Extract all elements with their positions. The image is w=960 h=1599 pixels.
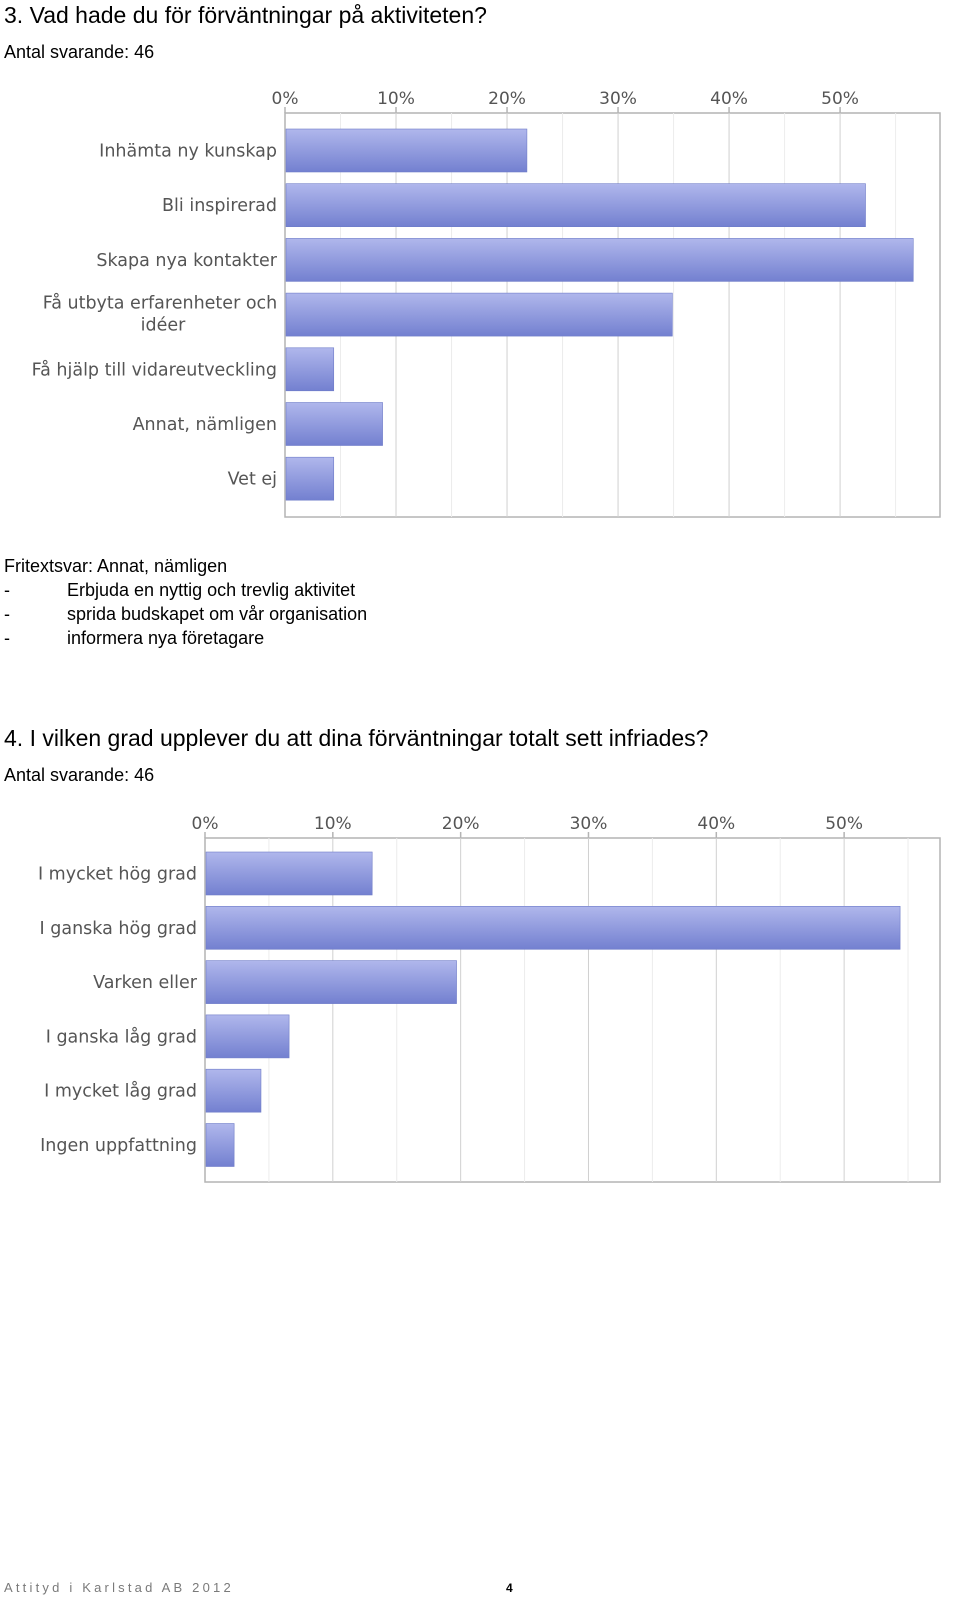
category-label: Ingen uppfattning (40, 1136, 197, 1156)
bar (285, 347, 335, 392)
free-text-heading: Fritextsvar: Annat, nämligen (4, 556, 228, 576)
bar (285, 456, 335, 501)
list-dash: - (4, 580, 10, 600)
plot-area (204, 837, 941, 1183)
bar (205, 1123, 235, 1167)
question-4-respondents: Antal svarande: 46 (4, 765, 155, 785)
question-3-title: 3. Vad hade du för förväntningar på akti… (4, 2, 487, 28)
list-dash: - (4, 604, 10, 624)
bar (205, 1068, 262, 1113)
tick-label: 50% (821, 89, 859, 109)
free-text-item: - sprida budskapet om vår organisation (4, 602, 367, 626)
page-number: 4 (506, 1581, 513, 1595)
category-label: Inhämta ny kunskap (99, 142, 277, 162)
category-label: Skapa nya kontakter (96, 251, 277, 271)
category-label: Få hjälp till vidareutveckling (32, 359, 277, 380)
tick-label: 20% (488, 89, 526, 109)
tick-label: 40% (710, 89, 748, 109)
category-label: Få utbyta erfarenheter och idéer (43, 293, 278, 336)
question-4-title: 4. I vilken grad upplever du att dina fö… (4, 725, 709, 751)
tick-label: 30% (599, 89, 637, 109)
bar (285, 238, 914, 282)
free-text-item-text: sprida budskapet om vår organisation (67, 604, 368, 624)
tick-label: 40% (697, 814, 735, 834)
free-text-item: - informera nya företagare (4, 626, 264, 650)
category-label: I ganska låg grad (46, 1026, 197, 1047)
bar (205, 960, 457, 1004)
category-label: Bli inspirerad (162, 196, 277, 216)
category-label: I mycket låg grad (44, 1081, 197, 1102)
category-label: I mycket hög grad (38, 865, 197, 885)
bar (205, 1014, 290, 1059)
category-label: I ganska hög grad (40, 919, 197, 939)
tick-label: 0% (272, 89, 299, 109)
bar (285, 128, 528, 173)
tick-label: 0% (192, 814, 219, 834)
tick-label: 10% (377, 89, 415, 109)
tick-label: 10% (314, 814, 352, 834)
tick-label: 30% (570, 814, 608, 834)
category-label: Vet ej (228, 470, 277, 490)
chart-fulfillment: 0% 10% 20% 30% 40% 50% I mycket hög grad I gans… (0, 805, 960, 1190)
bar (205, 906, 901, 950)
free-text-answers: Fritextsvar: Annat, nämligen - Erbjuda e… (4, 554, 367, 650)
free-text-item-text: Erbjuda en nyttig och trevlig aktivitet (67, 580, 356, 600)
bar (285, 402, 383, 446)
tick-label: 20% (442, 814, 480, 834)
category-label: Varken eller (93, 973, 198, 993)
category-label: Annat, nämligen (133, 415, 277, 435)
footer-company: Attityd i Karlstad AB 2012 (4, 1580, 234, 1595)
chart-expectations: 0% 10% 20% 30% 40% 50% Inhämta ny kunskap Bli i… (0, 80, 960, 520)
bar (205, 851, 373, 896)
question-3-respondents: Antal svarande: 46 (4, 42, 155, 62)
bar (285, 183, 866, 227)
tick-label: 50% (825, 814, 863, 834)
free-text-item: - Erbjuda en nyttig och trevlig aktivite… (4, 578, 355, 602)
bar (285, 292, 673, 337)
list-dash: - (4, 628, 10, 648)
free-text-item-text: informera nya företagare (67, 628, 265, 648)
